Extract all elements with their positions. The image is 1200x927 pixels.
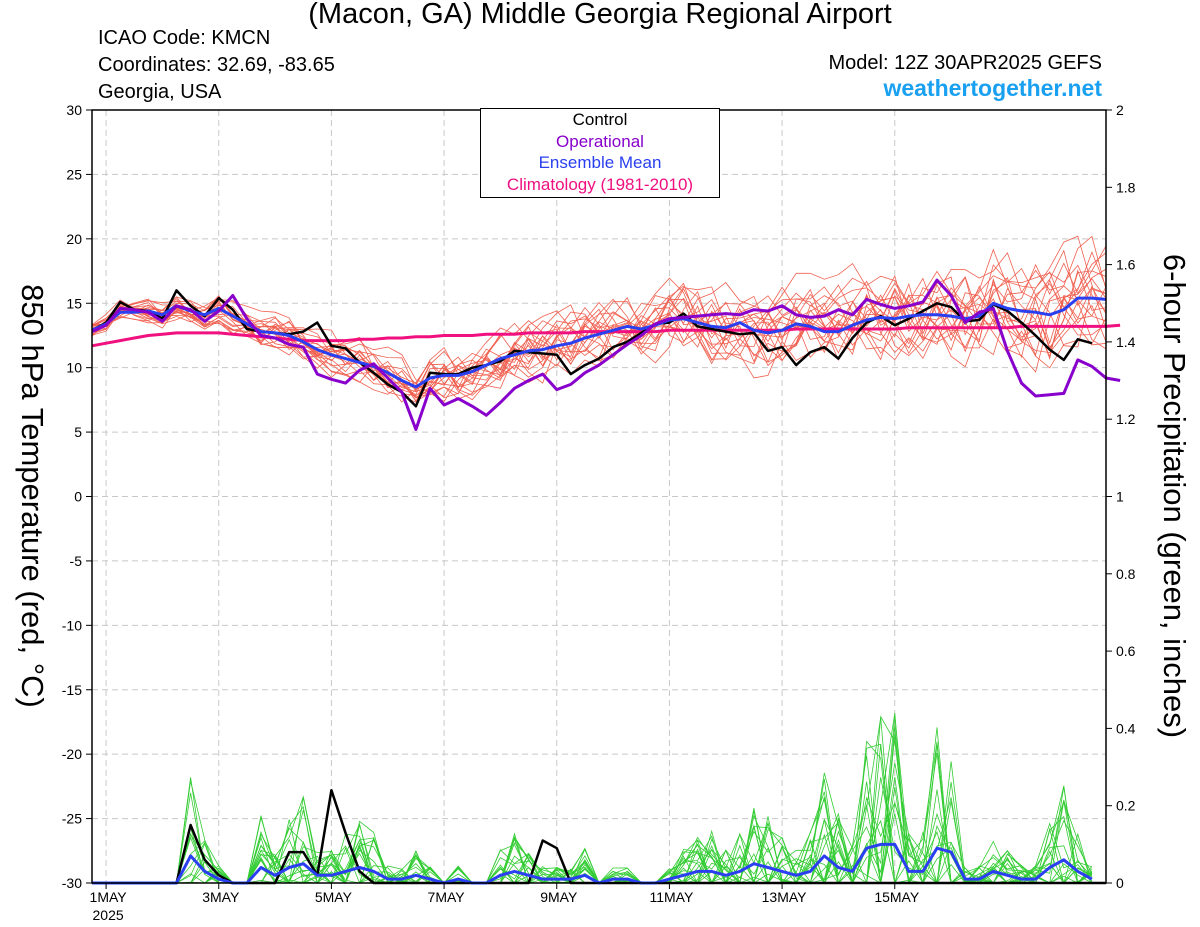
operational-temp-line [91,278,1121,431]
y-tick-label: -20 [62,746,82,762]
ensemble-precip-member [92,727,1093,885]
ensemble-precip-member [92,755,1093,884]
x-tick-sublabel: 2025 [93,907,124,923]
y2-tick-label: 0.8 [1116,566,1136,582]
x-tick-label: 3MAY [202,889,240,905]
y2-tick-label: 0.4 [1116,720,1136,736]
x-tick-label: 1MAY [90,889,128,905]
chart-title: (Macon, GA) Middle Georgia Regional Airp… [308,0,892,30]
y-tick-label: 20 [66,231,82,247]
y2-tick-label: 1.6 [1116,257,1136,273]
axis-ticks: 302520151050-5-10-15-20-25-3021.81.61.41… [62,102,1136,923]
x-tick-label: 15MAY [874,889,920,905]
ensemble-temp-member [91,248,1107,389]
legend: Control Operational Ensemble Mean Climat… [480,108,720,198]
y2-tick-label: 0 [1116,875,1124,891]
series-lines [91,278,1121,885]
y-tick-label: 0 [74,489,82,505]
brand-link[interactable]: weathertogether.net [883,75,1102,101]
mean-temp-line [91,296,1107,389]
y2-tick-label: 1.8 [1116,179,1136,195]
legend-control: Control [572,110,628,129]
y-tick-label: 10 [66,360,82,376]
y2-tick-label: 1 [1116,489,1124,505]
y-axis-label-left: 850 hPa Temperature (red, °C) [15,284,50,708]
y-tick-label: -5 [70,553,83,569]
y2-tick-label: 2 [1116,102,1124,118]
ensemble-precip-member [92,741,1093,885]
ensemble-precip-member [92,799,1093,885]
ensemble-temp-member [91,268,1107,396]
ensemble-precip-member [92,740,1092,885]
ensemble-precip-member [92,734,1092,884]
legend-operational: Operational [556,131,644,151]
y-tick-label: 15 [66,295,82,311]
ensemble-precip-member [92,744,1093,884]
y2-tick-label: 0.6 [1116,643,1136,659]
ensemble-temp-member [91,283,1107,392]
y-tick-label: -30 [62,875,82,891]
y-tick-label: 5 [74,424,82,440]
x-tick-label: 11MAY [649,889,693,905]
legend-ensemble-mean: Ensemble Mean [538,153,662,172]
y2-tick-label: 1.4 [1116,334,1136,350]
grid-lines [92,109,1106,884]
y-tick-label: 25 [66,166,82,182]
y-tick-label: -10 [62,617,82,633]
ensemble-precip-member [92,725,1092,885]
ensemble-precip-member [92,781,1093,885]
ensemble-precip-member [92,752,1093,884]
x-tick-label: 5MAY [315,889,353,905]
icao-code: ICAO Code: KMCN [98,27,271,49]
y2-tick-label: 1.2 [1116,411,1136,427]
ensemble-precip-member [92,744,1093,884]
y-tick-label: -25 [62,811,82,827]
legend-climatology: Climatology (1981-2010) [506,174,694,194]
ensemble-temp-member [91,267,1107,395]
region: Georgia, USA [98,81,222,103]
x-tick-label: 13MAY [762,889,808,905]
ensemble-temp-member [91,249,1107,403]
x-tick-label: 7MAY [428,889,466,905]
y2-tick-label: 0.2 [1116,798,1136,814]
ensemble-temp-member [91,280,1107,399]
y-tick-label: -15 [62,682,82,698]
coordinates: Coordinates: 32.69, -83.65 [98,54,335,76]
x-tick-label: 9MAY [540,889,578,905]
y-axis-label-right: 6-hour Precipitation (green, inches) [1157,253,1192,739]
model-run: Model: 12Z 30APR2025 GEFS [828,52,1102,74]
ensemble-temp-member [91,235,1107,402]
y-tick-label: 30 [66,102,82,118]
mean-precip-line [92,842,1093,885]
